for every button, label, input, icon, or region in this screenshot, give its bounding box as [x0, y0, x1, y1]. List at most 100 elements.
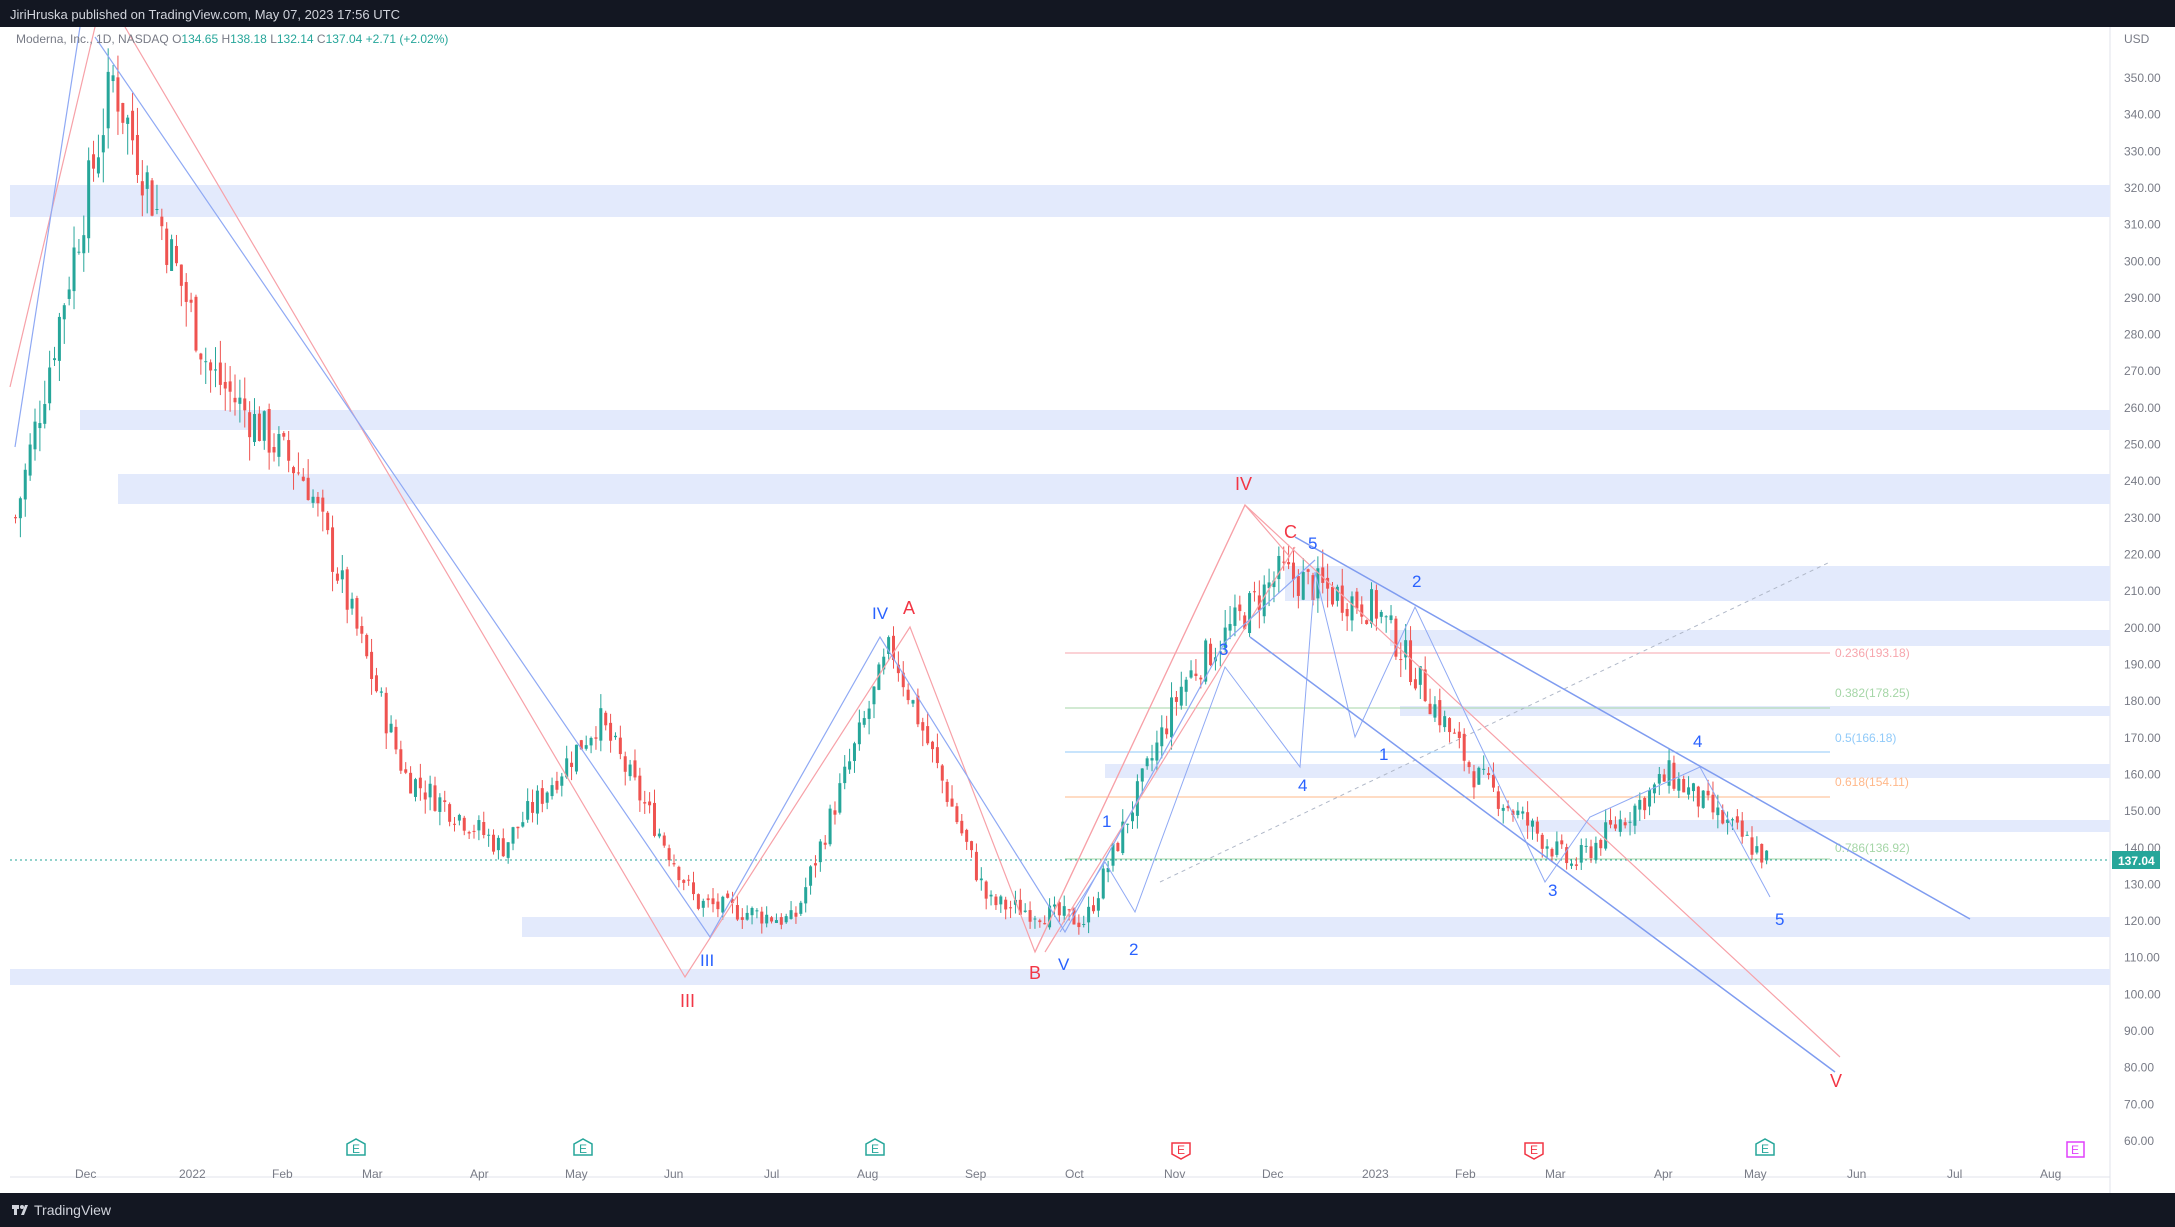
candle [384, 687, 388, 750]
candle [135, 107, 139, 183]
candle-body [150, 180, 154, 216]
candle-body [96, 157, 100, 174]
candle-body [1228, 624, 1232, 631]
candle-body [584, 745, 588, 749]
candle-body [1760, 843, 1764, 863]
candle-body [770, 917, 774, 922]
candle-body [1018, 899, 1022, 915]
wave-label-blue-1a: 1 [1102, 812, 1111, 831]
candle [1033, 915, 1037, 929]
candle-body [28, 444, 32, 476]
candle [1326, 563, 1330, 608]
candle-body [633, 760, 637, 778]
candle-body [501, 838, 505, 857]
earnings-marker-feb23[interactable]: E [1524, 1142, 1544, 1160]
earnings-red-icon [1171, 1142, 1191, 1160]
candle-body [213, 369, 217, 371]
candle [1472, 764, 1476, 799]
candle-body [1418, 666, 1422, 685]
candle [799, 900, 803, 916]
candle-body [1052, 904, 1056, 907]
candle-body [428, 783, 432, 798]
candle-body [316, 496, 320, 504]
candle [1399, 642, 1403, 678]
candle [194, 294, 198, 353]
time-axis[interactable]: Dec 2022 Feb Mar Apr May Jun Jul Aug Sep Oct Nov Dec… [75, 1167, 2061, 1181]
candle [706, 894, 710, 908]
candle-body [1262, 584, 1266, 617]
zone-257 [80, 410, 2110, 430]
candle-body [882, 656, 886, 670]
candle [1238, 595, 1242, 621]
candle-body [955, 806, 959, 823]
candle-body [599, 708, 603, 741]
fib-0786-label: 0.786(136.92) [1835, 841, 1910, 855]
candle-body [257, 413, 261, 441]
candle [272, 433, 276, 462]
tradingview-brand: TradingView [34, 1202, 112, 1218]
candle [1379, 609, 1383, 624]
candle [750, 906, 754, 925]
candle-body [1657, 774, 1661, 784]
candle [1487, 767, 1491, 780]
candle [409, 766, 413, 794]
earnings-marker-aug23[interactable]: E [2066, 1141, 2085, 1158]
candle-body [165, 228, 169, 265]
candle [726, 890, 730, 899]
candle [140, 160, 144, 217]
candle [1155, 730, 1159, 771]
earnings-marker-feb22[interactable]: E [346, 1138, 366, 1156]
earnings-green-icon [573, 1138, 593, 1156]
candle-body [662, 835, 666, 846]
candle [1604, 809, 1608, 851]
candle-body [1038, 920, 1042, 923]
candle [1082, 915, 1086, 928]
candle [506, 842, 510, 864]
candle-body [657, 833, 661, 837]
legend-high: 138.18 [230, 32, 267, 46]
candle [555, 771, 559, 794]
earnings-marker-aug22[interactable]: E [865, 1138, 885, 1156]
candle [1706, 779, 1710, 801]
candle [1194, 659, 1198, 681]
price-axis-tick: 70.00 [2124, 1097, 2154, 1111]
candle-body [1204, 640, 1208, 682]
candle [160, 208, 164, 241]
candle-body [453, 823, 456, 825]
candle [916, 688, 920, 728]
candle-body [365, 634, 369, 657]
candle [1106, 860, 1110, 883]
earnings-marker-may22[interactable]: E [573, 1138, 593, 1156]
price-chart[interactable]: 0.236(193.18) 0.382(178.25) 0.5(166.18) … [0, 26, 2175, 1193]
candle-body [1155, 742, 1159, 761]
earnings-green-icon [1755, 1138, 1775, 1156]
candle-body [750, 907, 754, 916]
candle [1160, 715, 1164, 759]
candle-body [92, 154, 96, 169]
candle-body [1179, 686, 1183, 706]
earnings-marker-nov22[interactable]: E [1171, 1142, 1191, 1160]
chart-area[interactable]: 0.236(193.18) 0.382(178.25) 0.5(166.18) … [0, 26, 2175, 1193]
candle [213, 347, 217, 388]
candle [1394, 615, 1398, 660]
earnings-red-icon [1524, 1142, 1544, 1160]
candle-body [1174, 697, 1178, 702]
candle-body [1140, 768, 1144, 782]
candle-body [935, 747, 939, 764]
candle [1243, 612, 1247, 630]
candle-body [960, 820, 964, 834]
candle [1262, 575, 1266, 624]
candle [492, 829, 496, 855]
candle [1184, 676, 1188, 706]
candle-body [204, 361, 208, 363]
time-axis-tick: May [1744, 1167, 1767, 1181]
candle-body [1160, 727, 1164, 747]
earnings-marker-may23[interactable]: E [1755, 1138, 1775, 1156]
price-axis[interactable]: USD 350.00 340.00 330.00 320.00 310.00 300.00… [2124, 32, 2161, 1148]
candle [1413, 667, 1417, 691]
candle [867, 700, 871, 735]
plot-background [10, 27, 2110, 1177]
earnings-markers[interactable]: E E E E E E E [346, 1138, 2085, 1160]
candle-body [1555, 841, 1559, 855]
candle [321, 489, 325, 532]
